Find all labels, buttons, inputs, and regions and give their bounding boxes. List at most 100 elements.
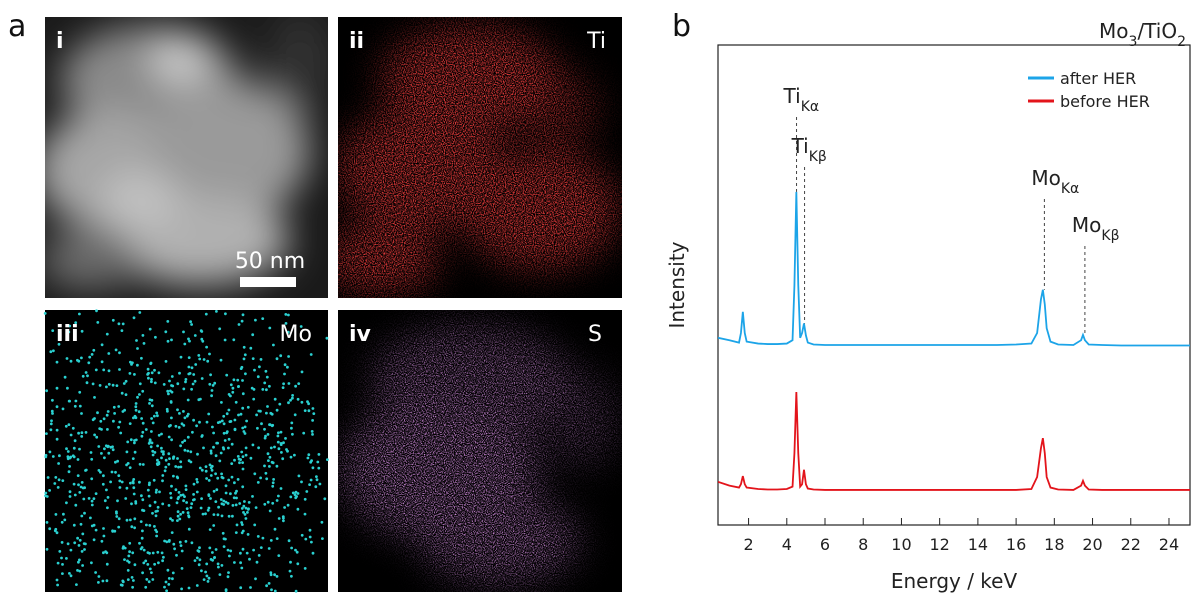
mo-dot [184,380,187,384]
mo-dot [277,431,280,435]
mo-dot [179,544,183,547]
mo-dot [291,396,294,400]
mo-dot [101,579,105,583]
mo-dot [230,475,234,479]
mo-dot [279,443,283,446]
mo-dot [80,435,84,438]
mo-dot [269,571,273,574]
mo-dot [306,400,309,403]
mo-dot [158,490,161,494]
mo-dot [150,398,154,402]
mo-dot [128,550,132,554]
mo-dot [245,419,249,423]
mo-dot [192,482,196,486]
legend-label: before HER [1060,92,1150,111]
mo-dot [98,427,102,430]
mo-dot [205,574,209,578]
mo-dot [198,466,202,470]
mo-dot [116,499,119,503]
mo-dot [251,495,254,498]
mo-dot [209,466,213,470]
mo-dot [202,446,205,450]
mo-dot [154,528,158,532]
mo-dot [269,411,273,415]
mo-dot [151,551,155,555]
mo-dot [252,397,256,401]
mo-dot [153,368,156,372]
mo-dot [102,474,105,478]
mo-dot [215,488,219,492]
mo-dot [296,492,300,495]
mo-dot [312,412,316,415]
mo-dot [134,500,138,503]
mo-dot [205,345,209,349]
mo-dot [195,424,199,428]
mo-dot [243,353,247,357]
mo-dot [233,458,236,462]
mo-dot [223,338,227,342]
mo-dot [123,408,126,412]
mo-dot [54,513,58,516]
mo-dot [208,382,212,386]
mo-dot [275,408,279,412]
mo-dot [208,546,212,550]
mo-dot [235,489,238,493]
mo-dot [89,516,92,520]
mo-dot [80,412,83,415]
mo-dot [299,325,303,328]
mo-dot [290,426,293,430]
mo-dot [133,526,137,530]
mo-dot [220,502,224,506]
mo-dot [105,579,109,583]
mo-dot [201,339,205,343]
mo-dot [247,507,250,511]
mo-dot [79,485,83,489]
mo-dot [171,519,174,522]
mo-dot [240,507,244,510]
mo-dot [267,547,271,550]
mo-dot [177,465,180,469]
mo-dot [141,571,145,575]
mo-dot [142,561,146,565]
mo-dot [136,363,139,367]
mo-dot [132,316,136,320]
mo-dot [94,492,98,495]
mo-dot [72,482,76,486]
mo-dot [118,368,121,371]
mo-dot [227,514,231,518]
mo-dot [283,372,286,376]
mo-dot [193,559,197,562]
mo-dot [100,343,104,347]
mo-dot [287,355,290,358]
mo-dot [161,559,165,563]
mo-dot [117,525,121,529]
mo-dot [240,523,244,526]
mo-dot [124,379,128,383]
mo-dot [133,439,136,442]
mo-dot [77,483,80,487]
mo-dot [194,363,198,366]
mo-dot [263,427,266,431]
mo-dot [166,339,170,343]
mo-dot [185,414,189,418]
mo-dot [200,569,203,573]
mo-dot [152,478,156,482]
mo-dot [241,379,244,382]
mo-dot [315,478,319,482]
mo-dot [267,582,271,585]
mo-dot [204,469,208,473]
mo-dot [66,542,70,546]
mo-dot [286,503,290,507]
mo-dot [61,563,64,566]
mo-dot [227,478,231,482]
mo-dot [45,547,49,551]
mo-dot [238,461,241,465]
mo-dot [165,589,169,593]
mo-dot [102,534,106,538]
mo-dot [264,471,268,475]
mo-dot [207,506,211,510]
mo-dot [90,353,94,356]
mo-dot [164,458,168,462]
mo-dot [300,370,304,374]
mo-dot [148,504,152,508]
